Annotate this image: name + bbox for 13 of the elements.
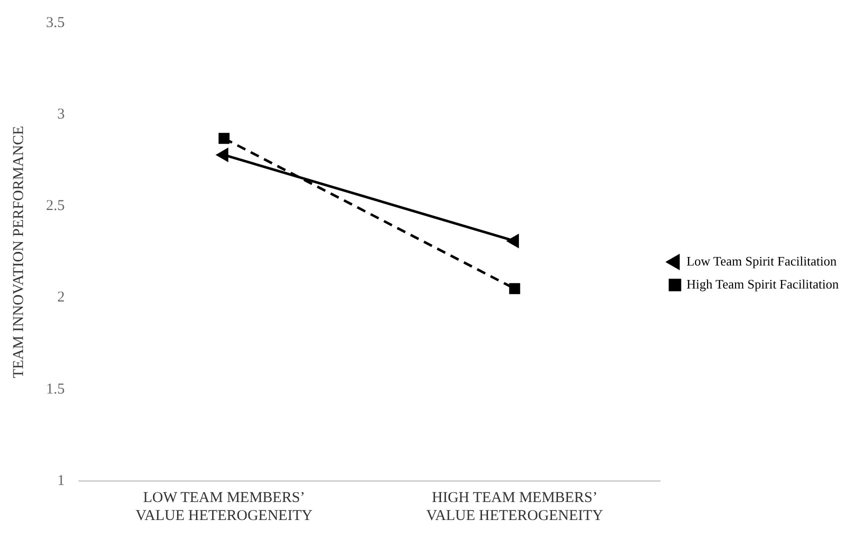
- point: [218, 132, 230, 144]
- y-tick-label: 1.5: [46, 381, 65, 398]
- y-tick-label: 1: [57, 472, 65, 489]
- x-tick-label: LOW TEAM MEMBERS’ VALUE HETEROGENEITY: [136, 490, 313, 524]
- legend-label: High Team Spirit Facilitation: [686, 276, 840, 292]
- y-tick-label: 3.5: [46, 14, 65, 31]
- x-tick-label: HIGH TEAM MEMBERS’ VALUE HETEROGENEITY: [426, 490, 604, 524]
- y-tick-label: 2: [57, 290, 65, 306]
- y-axis-title: TEAM INNOVATION PERFORMANCE: [10, 126, 27, 378]
- legend-label: Low Team Spirit Facilitation: [686, 253, 838, 268]
- y-tick-label: 3: [57, 106, 65, 123]
- point: [509, 283, 520, 294]
- y-tick-label: 2.5: [46, 198, 65, 214]
